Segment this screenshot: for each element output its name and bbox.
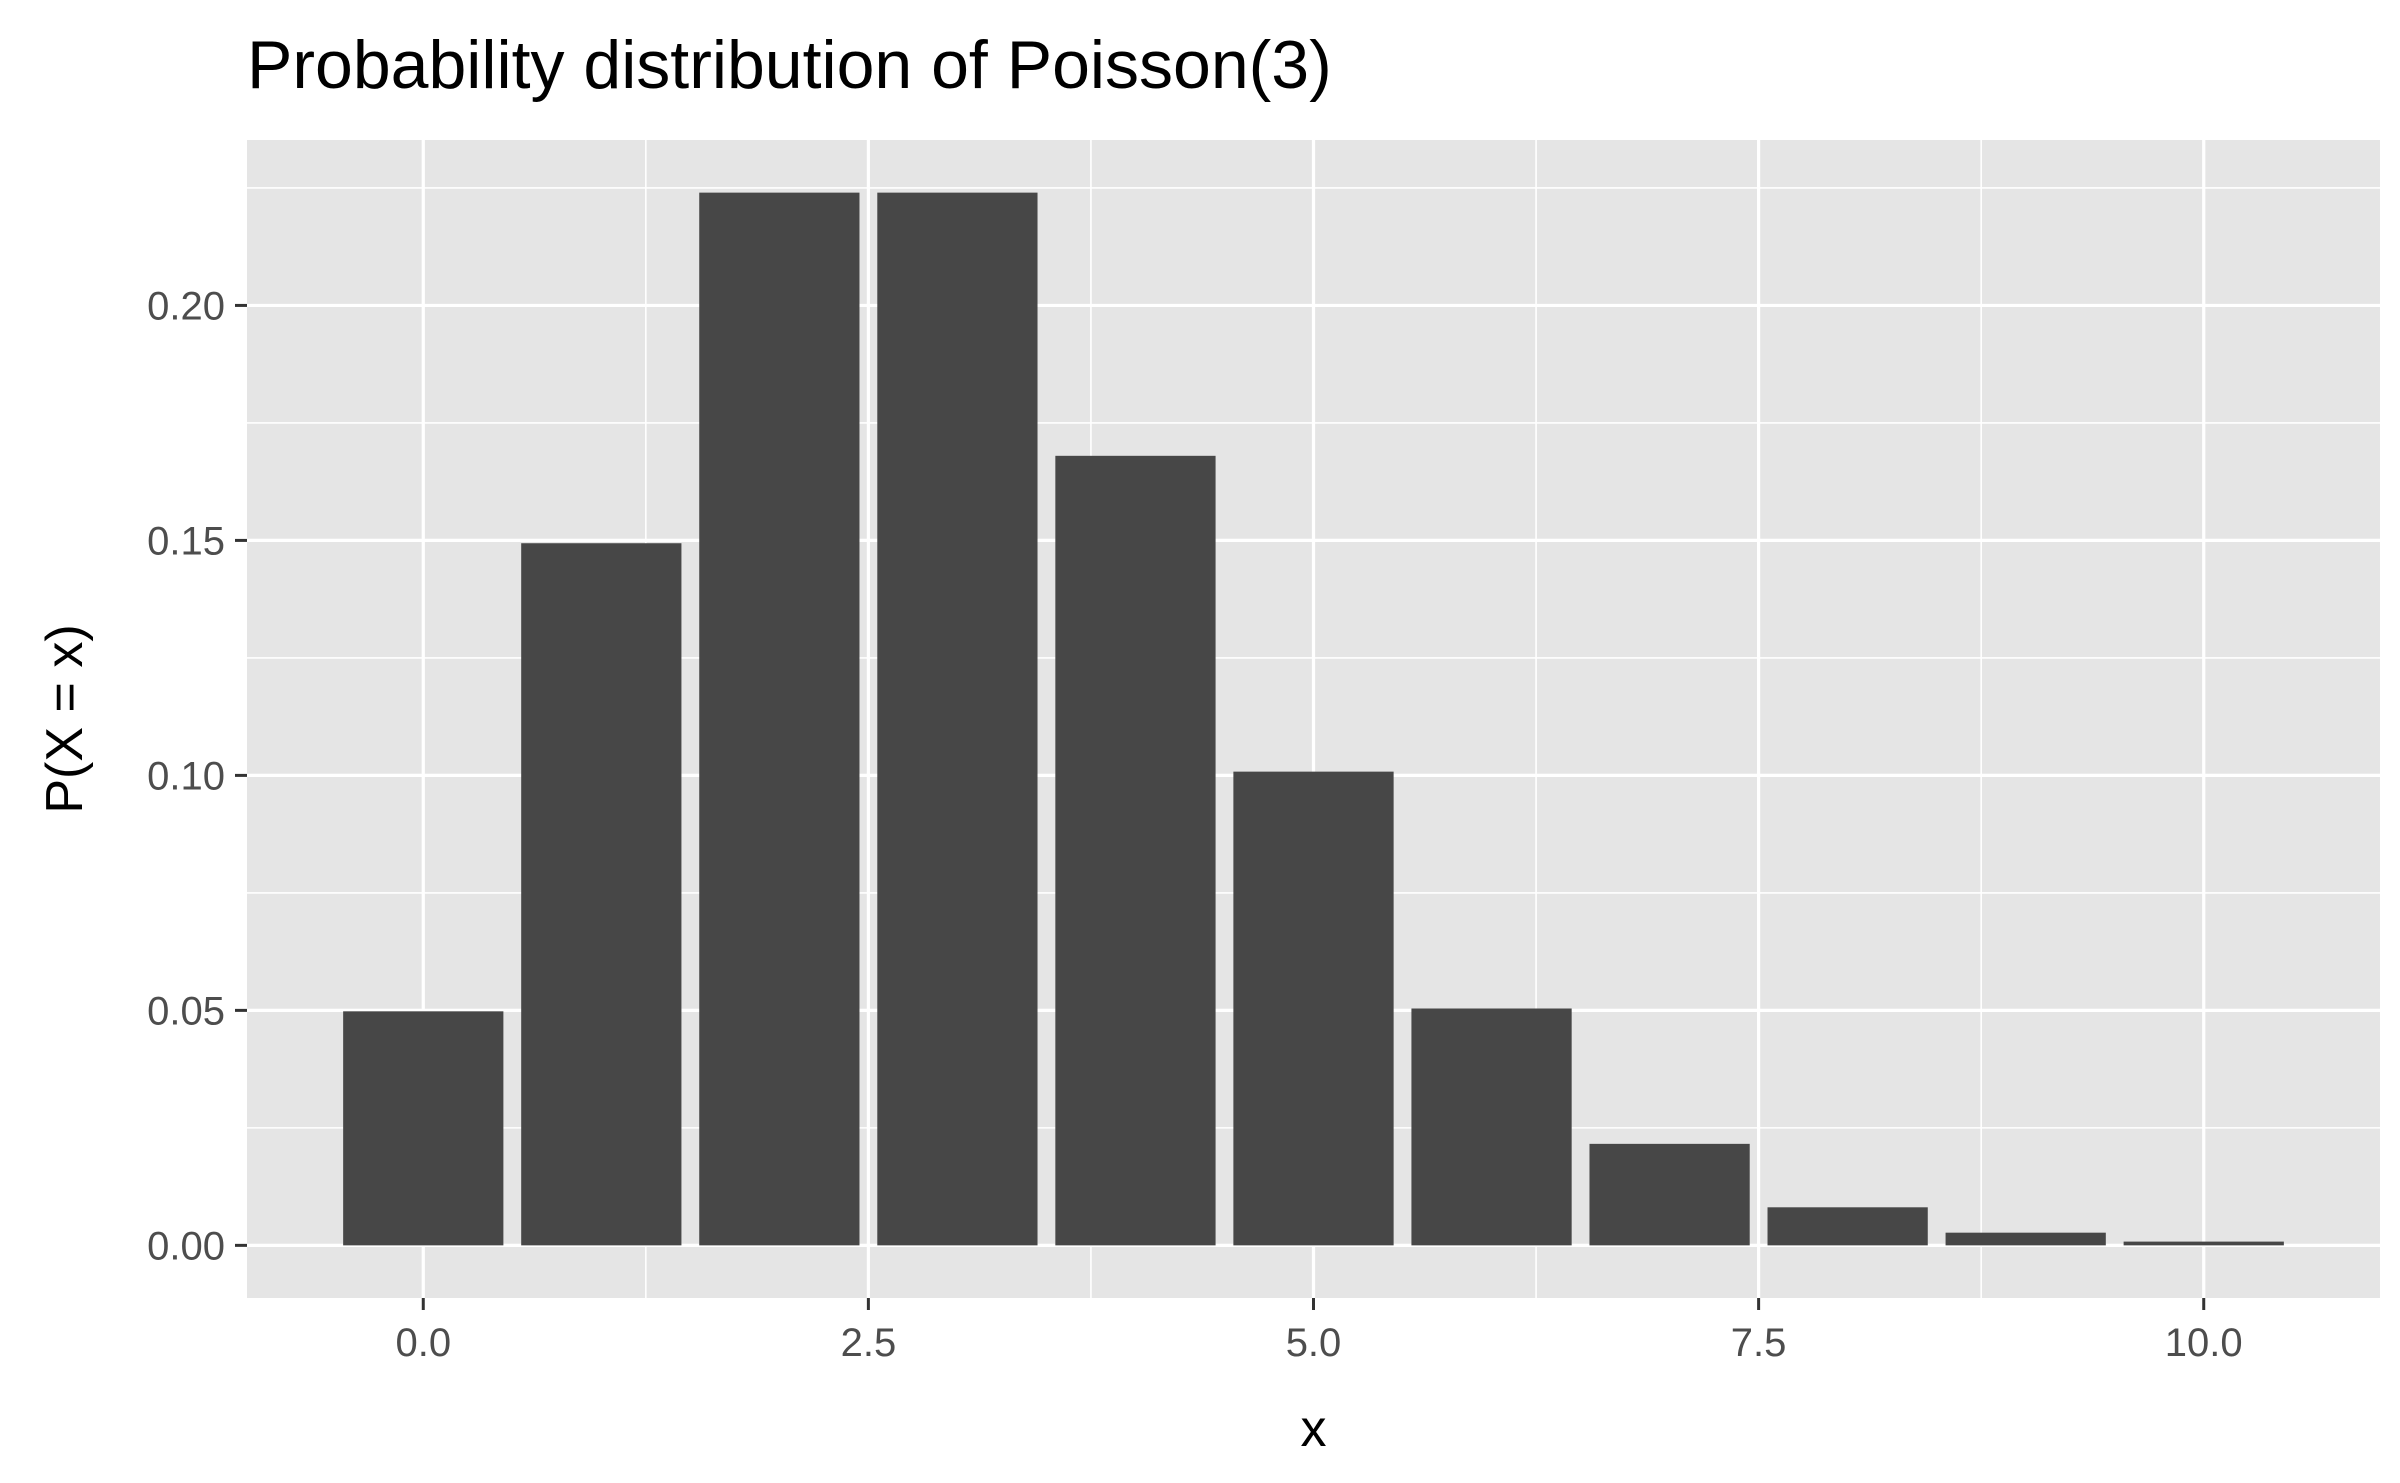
x-axis-title: x [1301,1400,1327,1458]
bars [343,192,2284,1246]
bar-x-9 [1945,1232,2106,1246]
x-tick-label-1: 2.5 [841,1321,897,1365]
x-axis: 0.0 2.5 5.0 7.5 10.0 [395,1298,2243,1365]
bar-x-5 [1233,771,1394,1246]
bar-x-7 [1589,1143,1750,1246]
x-tick-label-3: 7.5 [1731,1321,1787,1365]
y-tick-label-2: 0.10 [147,754,225,798]
bar-x-6 [1411,1008,1572,1246]
bar-x-2 [699,192,860,1246]
y-axis: 0.00 0.05 0.10 0.15 0.20 [147,284,247,1268]
bar-x-4 [1055,455,1216,1246]
x-tick-label-4: 10.0 [2165,1321,2243,1365]
chart-title: Probability distribution of Poisson(3) [247,27,1332,103]
y-tick-label-1: 0.05 [147,989,225,1033]
y-tick-label-4: 0.20 [147,284,225,328]
y-tick-label-0: 0.00 [147,1224,225,1268]
bar-x-3 [877,192,1038,1246]
bar-x-1 [521,543,682,1246]
bar-x-0 [343,1011,504,1246]
x-tick-label-0: 0.0 [395,1321,451,1365]
y-axis-title: P(X = x) [36,624,94,813]
x-tick-label-2: 5.0 [1286,1321,1342,1365]
bar-x-10 [2123,1241,2284,1246]
y-tick-label-3: 0.15 [147,519,225,563]
bar-x-8 [1767,1207,1928,1246]
